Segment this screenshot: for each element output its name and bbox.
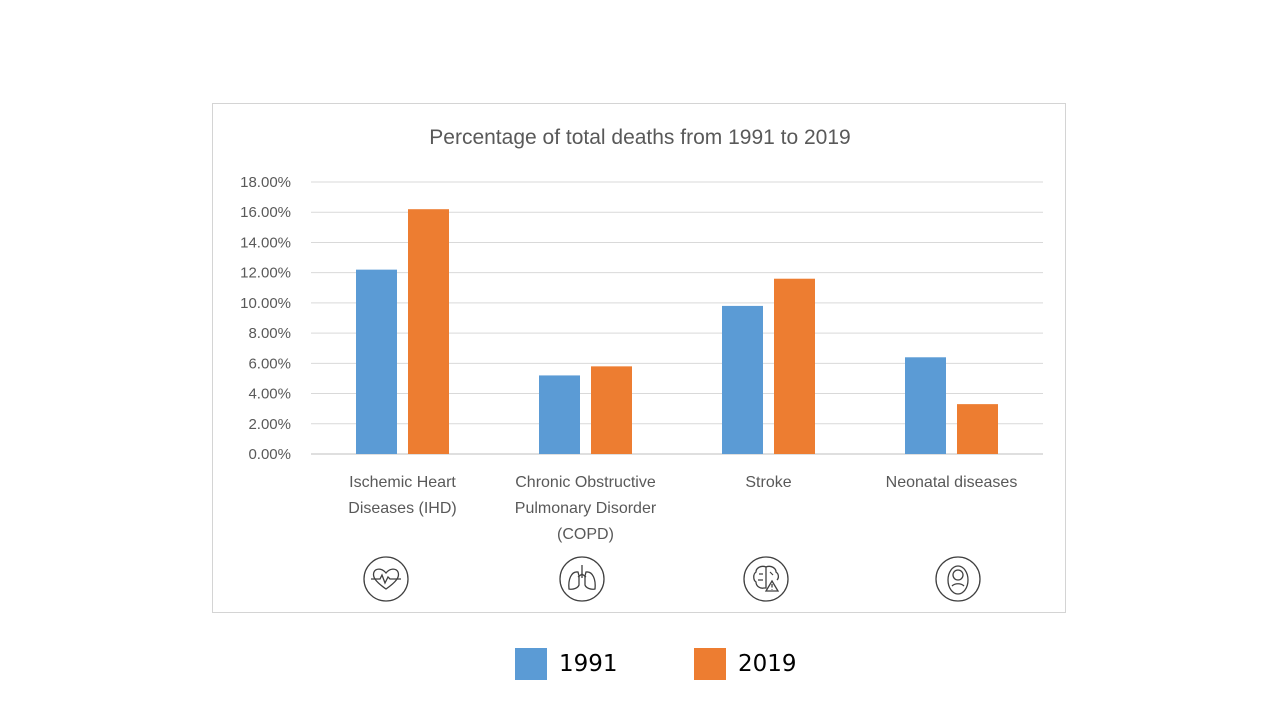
y-tick-label: 12.00% <box>240 265 291 282</box>
y-tick-label: 14.00% <box>240 234 291 251</box>
y-tick-label: 2.00% <box>248 416 291 433</box>
bar-2019-0 <box>408 209 449 454</box>
baby-icon <box>935 556 981 602</box>
y-tick-label: 8.00% <box>248 325 291 342</box>
y-tick-label: 18.00% <box>240 174 291 191</box>
bar-2019-2 <box>774 278 815 454</box>
chart-title: Percentage of total deaths from 1991 to … <box>429 126 851 149</box>
chart-frame: Percentage of total deaths from 1991 to … <box>212 103 1066 613</box>
legend-item-2019: 2019 <box>694 648 797 680</box>
x-category-label: Stroke <box>745 474 791 491</box>
y-tick-label: 10.00% <box>240 295 291 312</box>
y-tick-label: 16.00% <box>240 204 291 221</box>
x-category-label: (COPD) <box>557 526 614 543</box>
bar-1991-1 <box>539 375 580 454</box>
lungs-icon <box>559 556 605 602</box>
y-tick-label: 0.00% <box>248 446 291 463</box>
x-category-label: Neonatal diseases <box>886 474 1018 491</box>
legend-label-1991: 1991 <box>559 651 618 677</box>
heart-pulse-icon <box>363 556 409 602</box>
bar-1991-0 <box>356 269 397 454</box>
chart-legend: 1991 2019 <box>0 648 1280 680</box>
y-tick-label: 6.00% <box>248 355 291 372</box>
legend-swatch-1991 <box>515 648 547 680</box>
chart-plot: 0.00% 2.00% 4.00% 6.00% 8.00% 10.00% 12.00% 14.… <box>240 174 1043 543</box>
legend-label-2019: 2019 <box>738 651 797 677</box>
y-tick-label: 4.00% <box>248 386 291 403</box>
x-category-label: Chronic Obstructive <box>515 474 656 491</box>
legend-swatch-2019 <box>694 648 726 680</box>
x-category-label: Pulmonary Disorder <box>515 500 657 517</box>
x-category-label: Diseases (IHD) <box>348 500 456 517</box>
x-category-label: Ischemic Heart <box>349 474 456 491</box>
bar-2019-1 <box>591 366 632 454</box>
bar-1991-3 <box>905 357 946 454</box>
brain-warning-icon <box>743 556 789 602</box>
legend-item-1991: 1991 <box>515 648 618 680</box>
bar-1991-2 <box>722 305 763 454</box>
bar-2019-3 <box>957 404 998 454</box>
